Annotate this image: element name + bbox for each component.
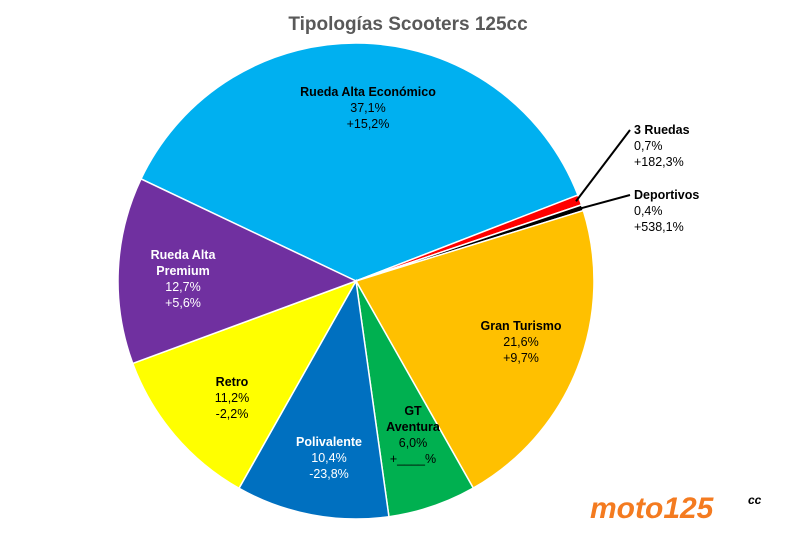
slice-label-share-rueda-alta-premium: 12,7% xyxy=(165,280,200,294)
slice-label-change-polivalente: -23,8% xyxy=(309,467,349,481)
pie-slice-gran-turismo xyxy=(354,209,595,490)
pie-slice-retro xyxy=(131,279,358,490)
pie-labels: Rueda Alta Económico 37,1% +15,2% 3 Ruedas 0… xyxy=(151,85,700,481)
slice-label-change-3-ruedas: +182,3% xyxy=(634,155,684,169)
pie-slice-rueda-alta-premium xyxy=(117,177,358,365)
leader-line-deportivos xyxy=(578,194,631,210)
leader-line-3-ruedas xyxy=(575,129,631,202)
slice-label-name-gt-aventura: GT Aventura xyxy=(386,404,441,434)
slice-label-change-deportivos: +538,1% xyxy=(634,220,684,234)
slice-label-change-gran-turismo: +9,7% xyxy=(503,351,539,365)
slice-label-name-polivalente: Polivalente xyxy=(296,435,362,449)
slice-label-change-retro: -2,2% xyxy=(216,407,249,421)
slice-label-name-gran-turismo: Gran Turismo xyxy=(480,319,561,333)
pie-slice-polivalente xyxy=(237,278,390,520)
slice-label-change-rueda-alta-premium: +5,6% xyxy=(165,296,201,310)
slice-label-share-deportivos: 0,4% xyxy=(634,204,663,218)
slice-label-share-3-ruedas: 0,7% xyxy=(634,139,663,153)
slice-label-share-rueda-alta-economico: 37,1% xyxy=(350,101,385,115)
brand-logo: moto125 cc xyxy=(586,491,776,525)
pie-slices xyxy=(117,42,595,520)
svg-text:moto125: moto125 xyxy=(590,492,715,525)
slice-label-name-deportivos: Deportivos xyxy=(634,188,699,202)
slice-label-share-gran-turismo: 21,6% xyxy=(503,335,538,349)
slice-label-name-rueda-alta-premium: Rueda Alta Premium xyxy=(151,248,217,278)
slice-label-name-rueda-alta-economico: Rueda Alta Económico xyxy=(300,85,436,99)
slice-label-share-gt-aventura: 6,0% xyxy=(399,436,428,450)
slice-label-share-polivalente: 10,4% xyxy=(311,451,346,465)
slice-label-name-3-ruedas: 3 Ruedas xyxy=(634,123,690,137)
slice-label-share-retro: 11,2% xyxy=(215,391,250,405)
slice-label-name-retro: Retro xyxy=(216,375,249,389)
slice-label-change-gt-aventura: +____% xyxy=(390,452,436,466)
pie-slice-rueda-alta-economico xyxy=(140,42,579,282)
svg-text:cc: cc xyxy=(748,493,762,507)
chart-title: Tipologías Scooters 125cc xyxy=(288,14,528,35)
slice-label-change-rueda-alta-economico: +15,2% xyxy=(347,117,390,131)
